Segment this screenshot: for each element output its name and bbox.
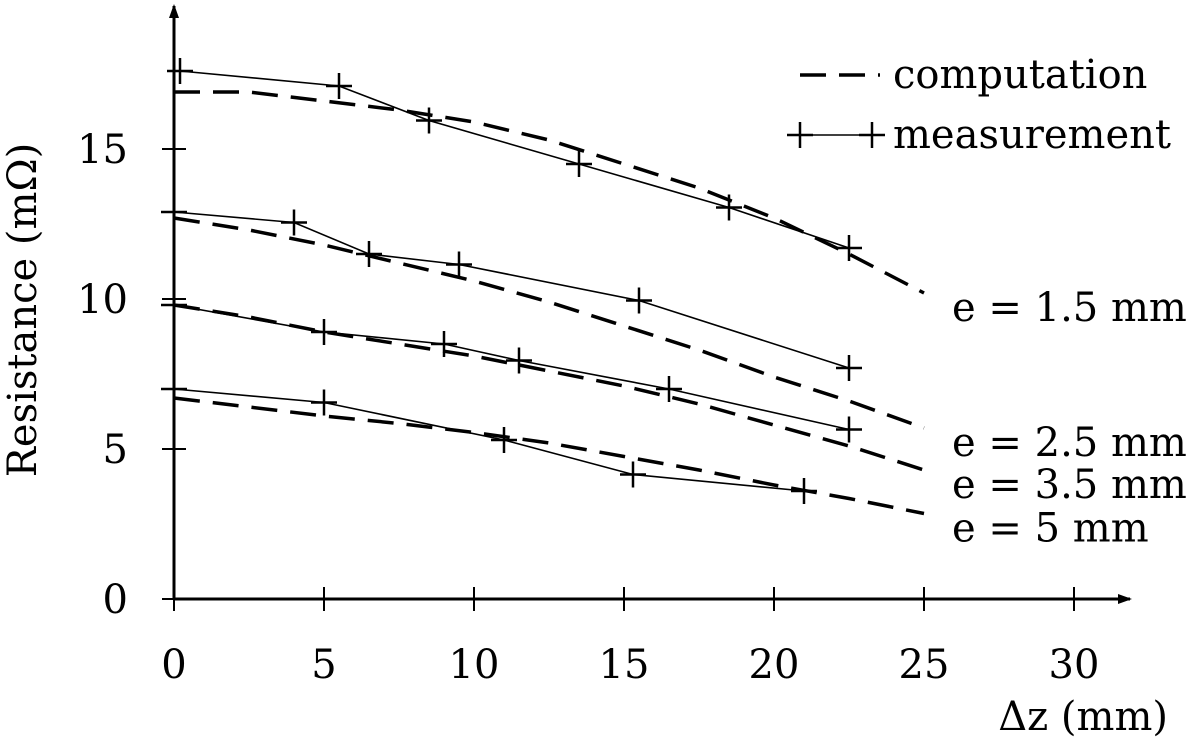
measurement-point [506, 347, 532, 374]
series-label: e = 3.5 mm [952, 462, 1187, 508]
measurement-point [716, 194, 742, 221]
measurement-line [173, 388, 805, 492]
measurement-point [161, 199, 187, 225]
x-axis-label: Δz (mm) [998, 694, 1168, 740]
measurement-line [173, 304, 850, 431]
measurement-point [836, 355, 862, 381]
legend-label-computation: computation [893, 52, 1147, 98]
series-2 [161, 199, 925, 430]
legend: computation measurement [787, 52, 1171, 158]
measurement-point [446, 251, 472, 278]
computation-line [173, 396, 925, 516]
measurement-point [326, 73, 352, 99]
y-axis-label: Resistance (mΩ) [0, 143, 46, 477]
y-tick-label: 5 [103, 427, 128, 473]
series-group [161, 58, 925, 516]
computation-line [173, 216, 925, 430]
measurement-point [161, 376, 187, 402]
x-tick-label: 0 [161, 642, 186, 688]
measurement-point [416, 107, 442, 134]
x-tick-label: 30 [1049, 642, 1100, 688]
y-tick-label: 0 [103, 577, 128, 623]
measurement-point [281, 209, 307, 236]
legend-marker [859, 122, 885, 148]
y-tick-label: 15 [77, 127, 128, 173]
measurement-point [311, 389, 337, 416]
series-labels: e = 1.5 mm e = 2.5 mme = 3.5 mme = 5 mm [952, 285, 1187, 552]
measurement-point [311, 319, 337, 345]
measurement-point [491, 427, 517, 453]
series-4 [161, 376, 925, 516]
legend-entry-computation: computation [800, 52, 1147, 98]
x-tick-label: 5 [311, 642, 336, 688]
measurement-point [431, 331, 457, 357]
measurement-point [620, 461, 646, 488]
measurement-point [836, 416, 862, 443]
legend-label-measurement: measurement [893, 112, 1171, 158]
y-tick-label: 10 [77, 277, 128, 323]
computation-line [174, 90, 925, 295]
measurement-point [356, 241, 382, 267]
series-1 [167, 58, 925, 295]
measurement-point [836, 235, 862, 261]
legend-entry-measurement: measurement [787, 112, 1171, 158]
series-label: e = 1.5 mm [952, 285, 1187, 331]
x-tick-label: 20 [749, 642, 800, 688]
measurement-point [626, 287, 652, 314]
measurement-line [179, 70, 850, 249]
x-tick-label: 25 [899, 642, 950, 688]
series-label: e = 2.5 mm [952, 420, 1187, 466]
series-label: e = 5 mm [952, 506, 1149, 552]
measurement-point [566, 151, 592, 177]
measurement-point [656, 376, 682, 402]
legend-marker [787, 122, 813, 148]
x-tick-label: 10 [449, 642, 500, 688]
ticks: 0 5 10 15 20 25 30 0 5 10 15 [77, 127, 1099, 688]
measurement-point [791, 478, 817, 504]
x-tick-label: 15 [599, 642, 650, 688]
measurement-point [167, 58, 193, 84]
measurement-point [161, 292, 187, 318]
series-3 [161, 292, 925, 472]
measurement-line [173, 211, 850, 369]
computation-line [173, 303, 925, 472]
